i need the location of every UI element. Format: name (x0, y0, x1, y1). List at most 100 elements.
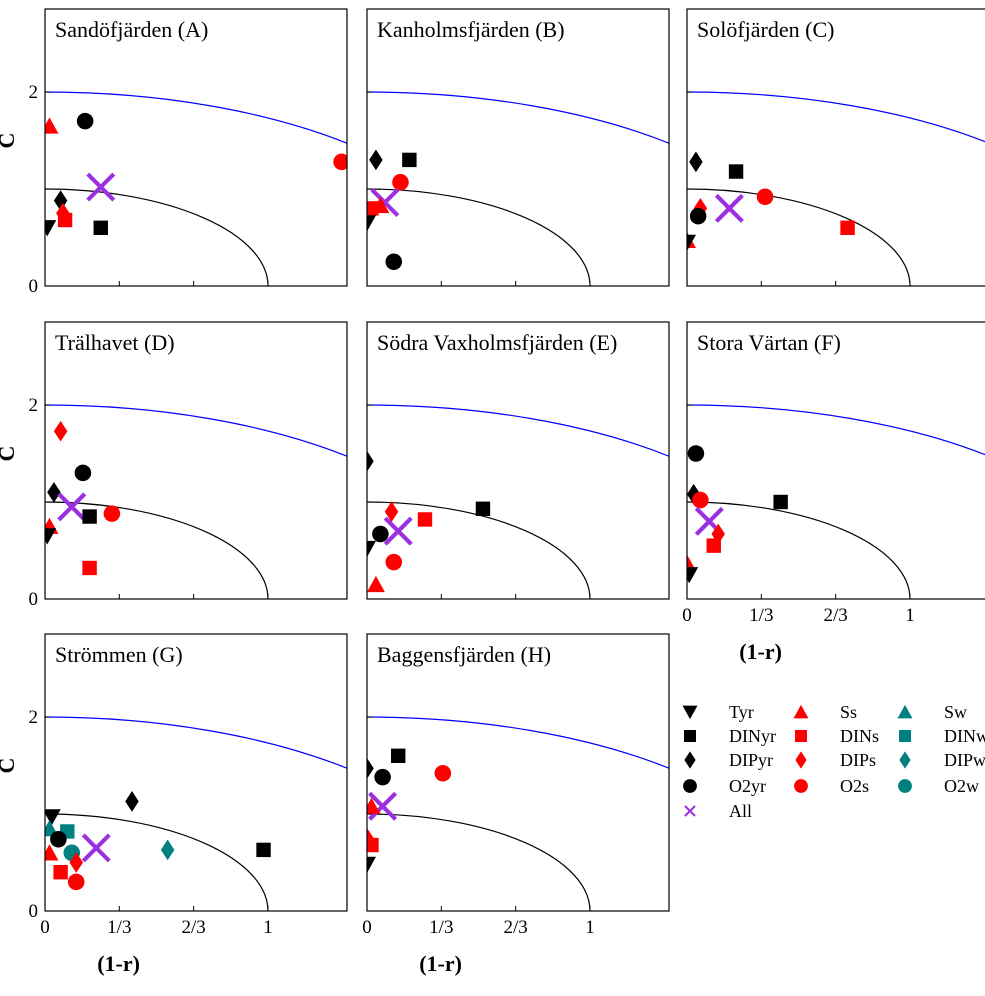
y-tick-label-1: 2 (29, 395, 39, 416)
legend-item-tyr: Tyr (682, 702, 754, 722)
point-o2yr (374, 768, 391, 786)
plot-area (367, 716, 669, 911)
panel-a: Sandöfjärden (A) 0 2 C (0, 8, 348, 297)
point-o2s (333, 153, 347, 171)
point-dipyr (47, 481, 61, 503)
panel-title: Solöfjärden (C) (697, 17, 834, 42)
point-dins (53, 865, 68, 880)
point-dinyr (773, 494, 788, 510)
legend-item-o2s: O2s (794, 776, 869, 796)
legend-marker (684, 730, 696, 742)
legend-item-dinyr: DINyr (684, 726, 776, 746)
panel-title: Stora Värtan (F) (697, 330, 841, 355)
panel-frame (366, 321, 670, 600)
legend-item-o2w: O2w (898, 776, 979, 796)
point-o2s (392, 173, 409, 191)
legend-item-dipyr: DIPyr (684, 750, 773, 770)
x-tick-label-1: 1/3 (107, 917, 131, 938)
panel-c: Solöfjärden (C) (686, 8, 985, 287)
x-tick-label-1: 1/3 (749, 605, 773, 626)
y-tick-label-1: 2 (29, 707, 39, 728)
point-dinyr (402, 152, 417, 168)
reference-arc-1 (45, 404, 347, 457)
point-o2s (67, 873, 85, 891)
reference-arc-1 (367, 716, 669, 769)
point-dipyr (687, 483, 701, 505)
point-o2s (434, 764, 452, 782)
reference-arc-1 (367, 91, 669, 144)
legend-label: DINs (840, 726, 879, 746)
point-dips (53, 420, 68, 442)
point-all (714, 193, 744, 223)
x-tick-label-2: 2/3 (182, 917, 206, 938)
point-dins (57, 212, 73, 228)
legend-marker (683, 779, 697, 793)
legend-marker (899, 751, 911, 769)
point-tyr (367, 215, 376, 232)
point-dipyr (125, 791, 139, 812)
panel-title: Baggensfjärden (H) (377, 642, 551, 667)
reference-arc-0 (367, 501, 591, 599)
reference-arc-0 (45, 501, 269, 599)
point-dipw (160, 839, 175, 861)
point-dipyr (367, 758, 374, 779)
point-tyr (687, 567, 699, 584)
y-axis-label: C (0, 758, 19, 774)
legend-marker (898, 779, 912, 793)
reference-arc-0 (367, 813, 591, 911)
point-ss (45, 117, 59, 134)
legend-label: DINw (944, 726, 985, 746)
reference-arc-1 (687, 91, 985, 143)
plot-area (45, 716, 347, 911)
point-o2yr (372, 525, 389, 543)
point-o2s (692, 491, 709, 509)
panel-d: Trälhavet (D) 0 2 C (0, 321, 348, 610)
point-tyr (45, 809, 61, 826)
y-tick-label-1: 2 (29, 82, 39, 103)
legend-label: Sw (944, 702, 967, 722)
y-tick-label-0: 0 (29, 589, 39, 610)
x-tick-label-0: 0 (682, 605, 692, 626)
legend-item-sw: Sw (897, 702, 967, 722)
y-axis-label: C (0, 446, 19, 462)
legend-item-dins: DINs (795, 726, 879, 746)
panel-e: Södra Vaxholmsfjärden (E) (366, 321, 670, 600)
panel-frame (44, 321, 348, 600)
legend-label: Ss (840, 702, 857, 722)
panel-title: Sandöfjärden (A) (55, 17, 208, 42)
point-ss (45, 844, 59, 861)
point-dins (417, 512, 433, 527)
plot-area (45, 404, 347, 599)
x-tick-label-2: 2/3 (504, 917, 528, 938)
reference-arc-0 (45, 813, 269, 911)
point-tyr (45, 220, 57, 237)
panel-frame (366, 633, 670, 912)
point-all (86, 172, 116, 202)
point-dinyr (391, 748, 406, 763)
x-axis-label: (1-r) (419, 951, 462, 976)
point-tyr (367, 540, 376, 558)
panel-title: Kanholmsfjärden (B) (377, 17, 565, 42)
point-dinyr (475, 501, 491, 516)
legend-item-o2yr: O2yr (683, 776, 766, 796)
panel-frame (44, 8, 348, 287)
x-tick-label-3: 1 (905, 605, 915, 626)
point-all (368, 791, 398, 821)
legend-label: O2w (944, 776, 979, 796)
point-tyr (45, 528, 57, 545)
legend-label: DIPw (944, 750, 985, 770)
panel-h: Baggensfjärden (H) 0 1/3 2/3 1 (1-r) (362, 633, 670, 976)
plot-area (367, 404, 669, 599)
x-tick-label-3: 1 (263, 917, 273, 938)
legend-marker (897, 704, 913, 719)
legend-item-dinw: DINw (899, 726, 985, 746)
reference-arc-1 (367, 404, 669, 457)
panel-b: Kanholmsfjärden (B) (366, 8, 670, 287)
point-dips (384, 501, 399, 523)
legend-marker (795, 730, 807, 742)
panel-frame (44, 633, 348, 912)
point-dinyr (82, 509, 97, 524)
point-dins (840, 220, 855, 235)
x-axis-label: (1-r) (739, 639, 782, 664)
